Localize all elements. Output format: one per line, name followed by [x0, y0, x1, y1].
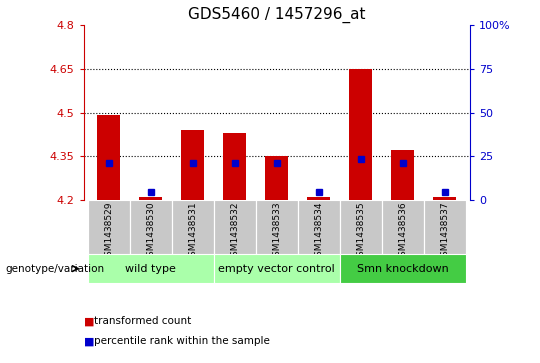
- Bar: [265, 156, 288, 200]
- Bar: [130, 200, 172, 254]
- Bar: [349, 69, 372, 200]
- Text: ■: ■: [84, 316, 94, 326]
- Text: GSM1438531: GSM1438531: [188, 201, 197, 262]
- Bar: [298, 200, 340, 254]
- Bar: [88, 200, 130, 254]
- Text: GSM1438530: GSM1438530: [146, 201, 156, 262]
- Text: GSM1438535: GSM1438535: [356, 201, 365, 262]
- Bar: [256, 200, 298, 254]
- Text: empty vector control: empty vector control: [218, 264, 335, 274]
- Bar: [181, 130, 204, 200]
- Bar: [307, 197, 330, 200]
- Bar: [340, 254, 465, 283]
- Bar: [223, 133, 246, 200]
- Text: percentile rank within the sample: percentile rank within the sample: [94, 336, 271, 346]
- Bar: [340, 200, 382, 254]
- Bar: [139, 197, 163, 200]
- Bar: [433, 197, 456, 200]
- Bar: [88, 254, 214, 283]
- Bar: [382, 200, 424, 254]
- Text: GSM1438532: GSM1438532: [230, 201, 239, 262]
- Bar: [391, 150, 414, 200]
- Bar: [97, 115, 120, 200]
- Text: genotype/variation: genotype/variation: [5, 264, 105, 274]
- Text: Smn knockdown: Smn knockdown: [357, 264, 449, 274]
- Text: ■: ■: [84, 336, 94, 346]
- Text: GSM1438533: GSM1438533: [272, 201, 281, 262]
- Text: GSM1438537: GSM1438537: [440, 201, 449, 262]
- Bar: [172, 200, 214, 254]
- Text: GSM1438534: GSM1438534: [314, 201, 323, 262]
- Bar: [214, 200, 256, 254]
- Bar: [214, 254, 340, 283]
- Text: GSM1438529: GSM1438529: [104, 201, 113, 262]
- Title: GDS5460 / 1457296_at: GDS5460 / 1457296_at: [188, 7, 366, 23]
- Bar: [424, 200, 465, 254]
- Text: transformed count: transformed count: [94, 316, 192, 326]
- Text: GSM1438536: GSM1438536: [398, 201, 407, 262]
- Text: wild type: wild type: [125, 264, 176, 274]
